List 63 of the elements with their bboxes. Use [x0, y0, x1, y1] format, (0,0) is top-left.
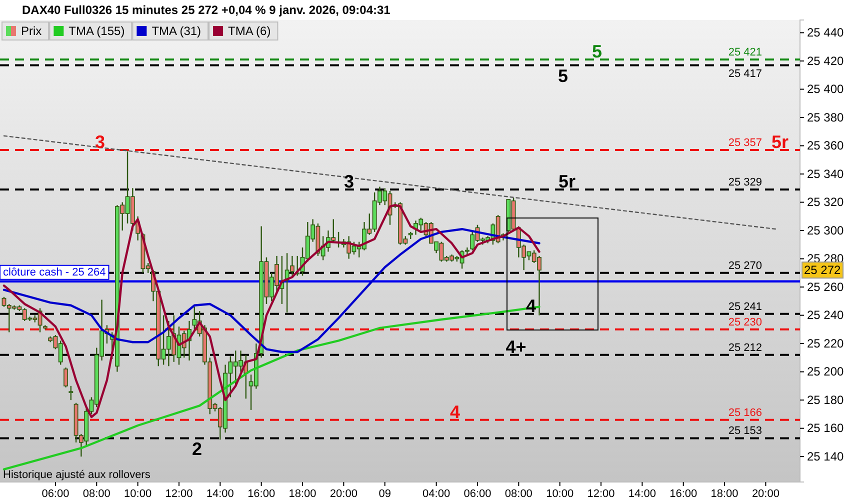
- x-tick-label: 06:00: [42, 488, 70, 500]
- annotation: 5: [558, 66, 568, 86]
- y-tick-label: 25 300: [807, 223, 844, 238]
- x-tick-label: 20:00: [752, 488, 780, 500]
- ref-line-label: 25 329: [728, 176, 762, 189]
- y-tick-label: 25 440: [807, 26, 844, 40]
- ref-line-label: 25 212: [728, 342, 762, 354]
- annotation: 4+: [506, 336, 526, 357]
- y-tick-label: 25 320: [807, 195, 844, 210]
- x-tick-label: 10:00: [546, 488, 574, 500]
- y-tick-label: 25 360: [807, 138, 844, 153]
- x-tick-label: 12:00: [165, 488, 193, 500]
- candlestick: [68, 385, 74, 401]
- ref-line-label: 25 270: [728, 260, 762, 272]
- y-tick-label: 25 340: [807, 166, 844, 181]
- x-tick-label: 08:00: [82, 488, 110, 500]
- ref-line-label: 25 417: [728, 68, 762, 80]
- x-tick-label: 18:00: [710, 488, 738, 500]
- x-tick-label: 04:00: [422, 488, 450, 500]
- annotation: 5r: [771, 132, 789, 152]
- y-tick-label: 25 400: [807, 82, 844, 96]
- chart-title: DAX40 Full0326 15 minutes 25 272 +0,04 % 9 janv. 2026, 09:04:31: [22, 3, 391, 17]
- y-tick-label: 25 180: [807, 392, 844, 407]
- y-tick-label: 25 420: [807, 54, 844, 68]
- candlestick: [64, 366, 68, 388]
- x-tick-label: 08:00: [504, 488, 532, 500]
- ref-line-label: 25 153: [728, 425, 762, 438]
- annotation: 3: [94, 132, 106, 152]
- y-tick-label: 25 240: [807, 308, 844, 322]
- y-tick-label: 25 220: [807, 336, 844, 350]
- annotation: 2: [192, 439, 202, 460]
- legend-label: TMA (6): [228, 24, 271, 38]
- x-tick-label: 10:00: [124, 488, 152, 500]
- annotation: 5: [592, 42, 602, 62]
- x-tick-label: 18:00: [288, 488, 316, 500]
- y-tick-label: 25 260: [807, 280, 844, 294]
- annotation: 5r: [558, 172, 576, 192]
- x-tick-label: 16:00: [248, 488, 276, 500]
- line-series: [2, 228, 540, 354]
- ref-line-label: 25 166: [728, 406, 762, 419]
- ref-line-label: 25 241: [728, 300, 762, 313]
- legend-label: TMA (31): [152, 24, 202, 38]
- x-tick-label: 06:00: [464, 488, 492, 500]
- y-tick-label: 25 160: [807, 421, 844, 436]
- annotation: Historique ajusté aux rollovers: [3, 469, 151, 481]
- x-tick-label: 12:00: [587, 488, 615, 500]
- legend-label: Prix: [21, 24, 42, 38]
- x-tick-label: 20:00: [330, 488, 358, 500]
- y-tick-label: 25 380: [807, 110, 844, 124]
- y-tick-label: 25 140: [807, 449, 844, 464]
- ref-line-label: 25 357: [728, 136, 762, 149]
- annotation: 3: [344, 172, 354, 192]
- ref-line-label: clôture cash - 25 264: [3, 266, 106, 278]
- y-tick-label: 25 200: [807, 364, 844, 379]
- x-tick-label: 14:00: [206, 488, 234, 500]
- ref-line-label: 25 421: [728, 46, 762, 59]
- ref-line-label: 25 230: [728, 316, 762, 328]
- x-tick-label: 14:00: [628, 488, 656, 500]
- legend-label: TMA (155): [68, 24, 125, 38]
- x-tick-label: 09: [378, 488, 391, 500]
- text: 25 272: [804, 263, 842, 278]
- annotation: 4: [450, 402, 460, 422]
- x-tick-label: 16:00: [670, 488, 698, 500]
